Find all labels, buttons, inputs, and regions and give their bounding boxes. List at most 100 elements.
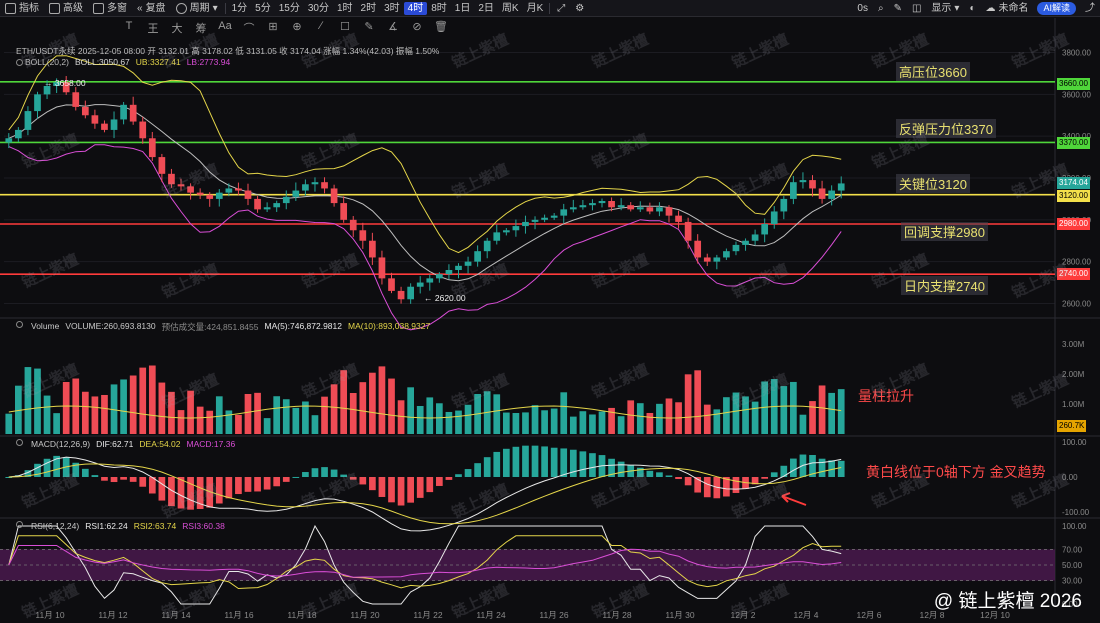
time-tick-label: 11月 26 [539,610,568,620]
toolbar-right: 0s ⌕ ✎ ◫ 显示 ▾ ◐ ☁ 未命名 AI解读 ⤴ [852,0,1100,17]
macd-bar [761,477,769,479]
candle-body [474,251,481,262]
rsi-tick-label: 30.00 [1062,577,1083,586]
time-tick-label: 11月 12 [98,610,127,620]
period-1m[interactable]: 1分 [231,2,248,14]
volume-bar [235,414,242,434]
candle-body [91,115,99,124]
macd-bar [483,457,491,477]
macd-header: MACD(12,26,9) DIF:62.71 DEA:54.02 MACD:1… [16,439,235,449]
toolbar-advanced[interactable]: 高级 [44,0,88,17]
edit-icon[interactable]: ✎ [893,3,902,14]
settings-icon[interactable]: ⚙ [575,2,585,14]
eye-icon[interactable] [16,521,23,528]
chip-tool-icon[interactable]: 王 [147,23,159,35]
period-icon [175,2,187,14]
candle-body [531,219,539,222]
volume-tick-label: 2.00M [1062,370,1085,379]
candle-body [177,184,185,187]
volume-bar [311,415,319,434]
volume-bar [493,394,501,434]
macd-bar [177,477,185,509]
chips-tool-icon[interactable]: 筹 [195,23,207,35]
toolbar-multiwindow[interactable]: 多窗 [88,0,132,17]
period-1d[interactable]: 1日 [454,2,471,14]
fullscreen-icon[interactable]: ⤢ [557,2,566,14]
volume-bar [129,375,137,434]
candle-body [550,215,558,218]
candle-body [110,119,118,130]
time-tick-label: 12月 2 [730,610,755,620]
top-toolbar: 指标 高级 多窗 «复盘 周期 ▾ 1分 5分 15分 30分 1时 2时 3时 … [0,0,1100,17]
angle-tool-icon[interactable]: ∡ [388,21,398,33]
search-icon[interactable]: ⌕ [877,3,884,14]
volume-bar [713,409,721,434]
volume-bar [244,394,252,434]
symbol-info-text: ETH/USDT永续 2025-12-05 08:00 开 3132.01 高 … [16,46,440,56]
candle-body [665,207,673,216]
toolbar-replay[interactable]: «复盘 [132,0,171,17]
volume-bar [684,374,692,434]
curve-tool-icon[interactable]: ⌒ [243,23,255,35]
volume-bar [608,407,615,434]
toolbar-period[interactable]: 周期 ▾ [171,0,223,17]
rsi2-value: RSI2:63.74 [133,521,177,531]
toolbar-indicator[interactable]: 指标 [0,0,44,17]
period-week[interactable]: 周K [501,2,519,14]
candle-body [148,138,156,158]
macd-bar [321,467,328,477]
crosshair-tool-icon[interactable]: ⊕ [292,21,302,33]
macd-bar [770,472,778,477]
trash-icon[interactable]: 🗑 [434,21,448,33]
eye-icon[interactable] [16,59,23,66]
camera-icon[interactable]: ◫ [911,3,922,14]
period-8h[interactable]: 8时 [431,2,447,14]
volume-bar [254,392,261,434]
period-15m[interactable]: 15分 [278,2,300,14]
candle-body [349,219,357,231]
candle-body [388,278,395,291]
layout-name: 未命名 [998,3,1029,14]
big-tool-icon[interactable]: 大 [171,23,183,35]
rect-tool-icon[interactable]: ☐ [340,21,350,33]
cloud-layout[interactable]: ☁ 未命名 [980,0,1033,17]
eye-icon[interactable] [16,321,23,328]
period-1h[interactable]: 1时 [336,2,353,14]
share-icon[interactable]: ⤴ [1085,3,1095,14]
volume-bar [541,410,548,434]
eye-icon[interactable] [16,439,23,446]
chevron-down-icon: ▾ [954,3,960,14]
volume-bar [837,389,845,434]
candle-body [196,192,204,195]
text-tool-icon[interactable]: T [125,20,133,32]
ai-interpret-button[interactable]: AI解读 [1037,2,1076,15]
period-4h[interactable]: 4时 [403,1,428,15]
candle-body [311,182,319,185]
period-30m[interactable]: 30分 [307,2,329,14]
line-tool-icon[interactable]: ∕ [320,20,322,32]
period-2d[interactable]: 2日 [478,2,494,14]
period-month[interactable]: 月K [526,2,544,14]
pen-tool-icon[interactable]: ✎ [364,21,374,33]
volume-bar [416,405,424,434]
candle-body [445,270,453,275]
macd-bar [579,451,587,477]
macd-bar [665,475,673,477]
period-2h[interactable]: 2时 [360,2,377,14]
candle-body [359,230,367,241]
candle-body [522,221,529,227]
level-label-2740: 日内支撑2740 [901,276,988,295]
display-menu[interactable]: 显示 ▾ [926,0,964,17]
candle-body [436,274,443,279]
hide-tool-icon[interactable]: ⊘ [412,21,422,33]
grid-tool-icon[interactable]: ⊞ [268,21,278,33]
candle-body [799,180,807,183]
level-label-3370: 反弹压力位3370 [896,119,996,138]
volume-bar [455,410,462,434]
period-3h[interactable]: 3时 [384,2,400,14]
font-tool-icon[interactable]: Aa [218,20,232,32]
volume-bar [656,403,663,434]
theme-icon[interactable]: ◐ [969,3,976,14]
period-5m[interactable]: 5分 [255,2,271,14]
